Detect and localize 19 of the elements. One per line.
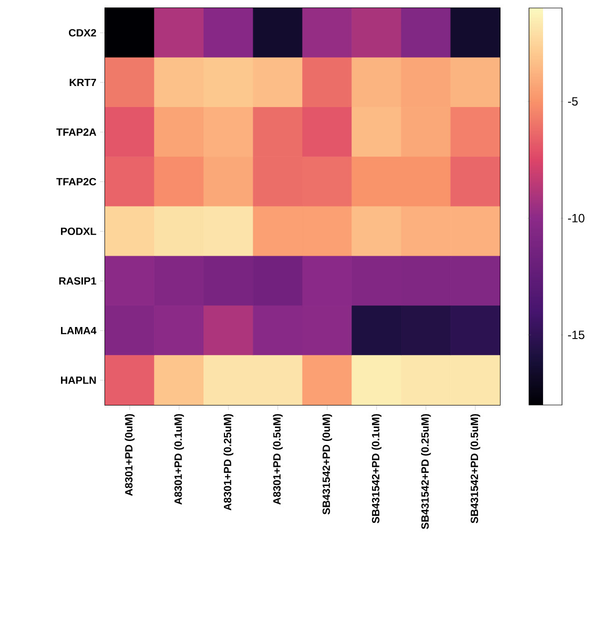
- color-bar-label: -10: [568, 214, 584, 222]
- x-tick-label: SB431542+PD (0.25uM): [421, 414, 431, 530]
- x-tick-label: SB431542+PD (0uM): [322, 414, 332, 514]
- x-tick-label: SB431542+PD (0.5uM): [470, 414, 480, 524]
- x-tick-label: A8301+PD (0uM): [124, 414, 135, 496]
- color-bar-label: -15: [568, 330, 584, 340]
- y-tick-label: TFAP2C: [56, 178, 96, 186]
- y-tick-label: KRT7: [70, 78, 96, 86]
- x-tick-label: A8301+PD (0.1uM): [174, 414, 184, 505]
- y-tick-label: RASIP1: [59, 277, 96, 285]
- y-tick-label: TFAP2A: [56, 128, 96, 136]
- y-tick-label: PODXL: [61, 228, 96, 236]
- y-tick-label: HAPLN: [61, 376, 96, 384]
- y-tick-label: CDX2: [68, 29, 96, 37]
- x-tick-label: A8301+PD (0.25uM): [224, 414, 234, 510]
- y-tick-label: LAMA4: [61, 326, 96, 334]
- x-tick-label: A8301+PD (0.5uM): [272, 414, 283, 505]
- x-tick-label: SB431542+PD (0.1uM): [372, 414, 382, 524]
- color-bar-label: -5: [568, 97, 578, 106]
